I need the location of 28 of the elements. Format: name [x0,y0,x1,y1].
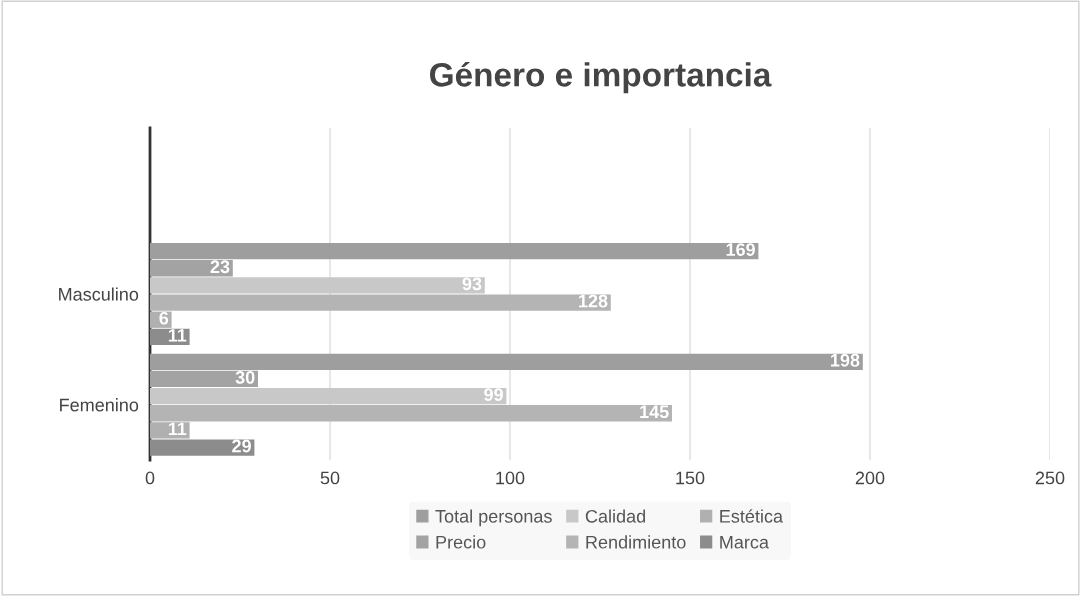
x-tick-label: 0 [145,471,155,485]
x-tick-label: 100 [496,471,525,485]
data-label: 169 [726,243,755,256]
data-label: 23 [210,260,230,274]
bar [150,387,507,405]
legend-label: Total personas [435,509,552,527]
data-label: 11 [168,329,187,342]
data-label: 145 [640,405,669,419]
data-label: 30 [235,371,255,384]
legend-label: Precio [436,535,486,549]
data-label: 29 [232,439,251,453]
legend-label: Estética [720,509,784,523]
y-tick-label: Masculino [59,287,139,301]
y-tick-label: Femenino [60,398,139,412]
bar [150,439,255,456]
legend-label: Rendimiento [586,535,686,549]
legend-label: Calidad [585,509,646,523]
legend-label: Marca [720,535,769,549]
data-label: 6 [159,311,169,325]
x-tick-label: 50 [320,471,340,485]
data-label: 198 [831,353,860,367]
data-label: 128 [579,294,608,308]
x-tick-label: 150 [676,471,705,485]
x-tick-label: 200 [855,471,885,485]
data-label: 11 [168,422,187,436]
bar [150,277,485,294]
chart-title: Género e importancia [430,61,772,94]
x-tick-label: 250 [1035,471,1065,485]
